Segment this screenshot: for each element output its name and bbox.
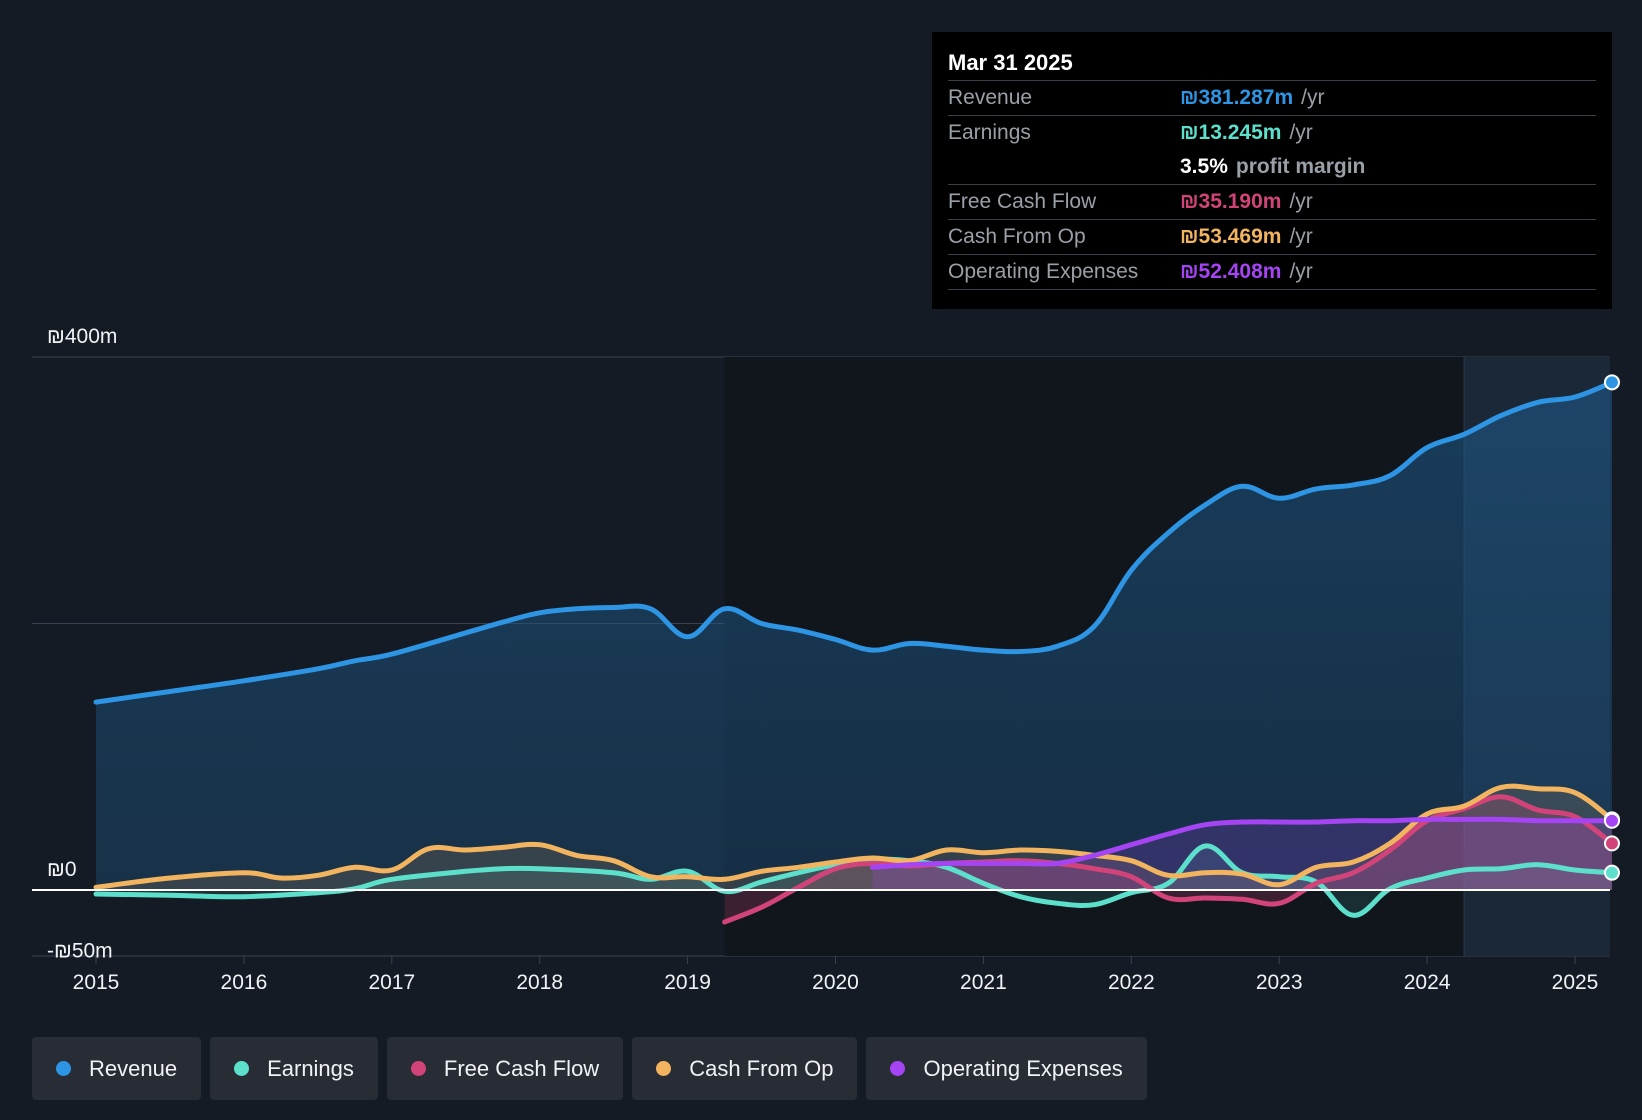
tooltip-label: Earnings [948, 121, 1031, 144]
legend-label: Revenue [89, 1055, 178, 1081]
legend-label: Cash From Op [689, 1055, 834, 1081]
tooltip-row-profit-margin: 3.5% profit margin [948, 150, 1596, 185]
legend-item-earnings[interactable]: Earnings [210, 1037, 378, 1100]
x-tick-label: 2019 [664, 971, 711, 994]
legend-dot-icon [56, 1061, 71, 1076]
tooltip-panel: Mar 31 2025 Revenue ₪381.287m /yr Earnin… [932, 32, 1612, 309]
legend-item-opex[interactable]: Operating Expenses [866, 1037, 1147, 1100]
x-axis: 2015 2016 2017 2018 2019 2020 2021 2022 2023 2024… [73, 956, 1599, 994]
x-tick-label: 2020 [812, 971, 859, 994]
legend-dot-icon [410, 1061, 426, 1076]
tooltip-unit: /yr [1301, 86, 1325, 109]
area-layer [96, 382, 1612, 922]
x-tick-label: 2024 [1404, 971, 1451, 994]
line-layer [93, 379, 1615, 925]
legend-dot-icon [656, 1061, 672, 1076]
tooltip-unit: /yr [1289, 225, 1313, 248]
x-tick-label: 2025 [1552, 971, 1599, 994]
line-cfo [93, 783, 1615, 890]
legend-dot-icon [234, 1061, 250, 1076]
legend-label: Free Cash Flow [443, 1055, 600, 1081]
tooltip-unit: /yr [1289, 190, 1313, 213]
legend-dot-icon [890, 1061, 906, 1076]
y-tick-label: -₪50m [47, 940, 113, 963]
tooltip-value: ₪35.190m [1180, 190, 1282, 213]
marker-revenue [1603, 374, 1620, 391]
x-tick-label: 2022 [1108, 971, 1155, 994]
tooltip-unit: /yr [1289, 260, 1313, 283]
area-opex [872, 819, 1612, 890]
tooltip-date: Mar 31 2025 [948, 46, 1596, 81]
legend-label: Earnings [267, 1055, 354, 1081]
x-tick-label: 2018 [516, 971, 563, 994]
y-tick-label: ₪0 [47, 858, 77, 881]
tooltip-value: ₪381.287m [1180, 86, 1294, 109]
marker-layer [1603, 374, 1620, 881]
tooltip-value: ₪13.245m [1180, 121, 1282, 144]
tooltip-row-revenue: Revenue ₪381.287m /yr [948, 81, 1596, 116]
tooltip-label: Free Cash Flow [948, 190, 1097, 213]
area-cfo [96, 786, 1612, 890]
area-earnings [96, 845, 1612, 916]
legend-item-cfo[interactable]: Cash From Op [632, 1037, 858, 1100]
legend: Revenue Earnings Free Cash Flow Cash Fro… [32, 1037, 1147, 1100]
marker-opex [1603, 812, 1620, 829]
y-tick-label: ₪400m [47, 325, 117, 348]
profit-margin-value: 3.5% [1180, 155, 1228, 178]
legend-item-fcf[interactable]: Free Cash Flow [386, 1037, 624, 1100]
tooltip-row-opex: Operating Expenses ₪52.408m /yr [948, 255, 1596, 290]
legend-item-revenue[interactable]: Revenue [32, 1037, 202, 1100]
marker-earnings [1603, 864, 1620, 881]
tooltip-label: Operating Expenses [948, 260, 1139, 283]
tooltip-value: ₪52.408m [1180, 260, 1282, 283]
tooltip-label: Cash From Op [948, 225, 1086, 248]
tooltip-row-fcf: Free Cash Flow ₪35.190m /yr [948, 185, 1596, 220]
x-tick-label: 2023 [1256, 971, 1303, 994]
tooltip-row-cfo: Cash From Op ₪53.469m /yr [948, 220, 1596, 255]
tooltip-unit: /yr [1289, 121, 1313, 144]
line-opex [870, 816, 1615, 870]
profit-margin-text: profit margin [1235, 155, 1366, 178]
legend-label: Operating Expenses [923, 1055, 1123, 1081]
x-tick-label: 2015 [73, 971, 120, 994]
marker-fcf [1603, 835, 1620, 852]
tooltip-label: Revenue [948, 86, 1033, 109]
x-tick-label: 2017 [368, 971, 415, 994]
line-revenue [93, 379, 1615, 705]
tooltip-row-earnings: Earnings ₪13.245m /yr [948, 116, 1596, 150]
x-tick-label: 2016 [221, 971, 268, 994]
x-tick-label: 2021 [960, 971, 1007, 994]
tooltip-value: ₪53.469m [1180, 225, 1282, 248]
area-revenue [96, 382, 1612, 890]
